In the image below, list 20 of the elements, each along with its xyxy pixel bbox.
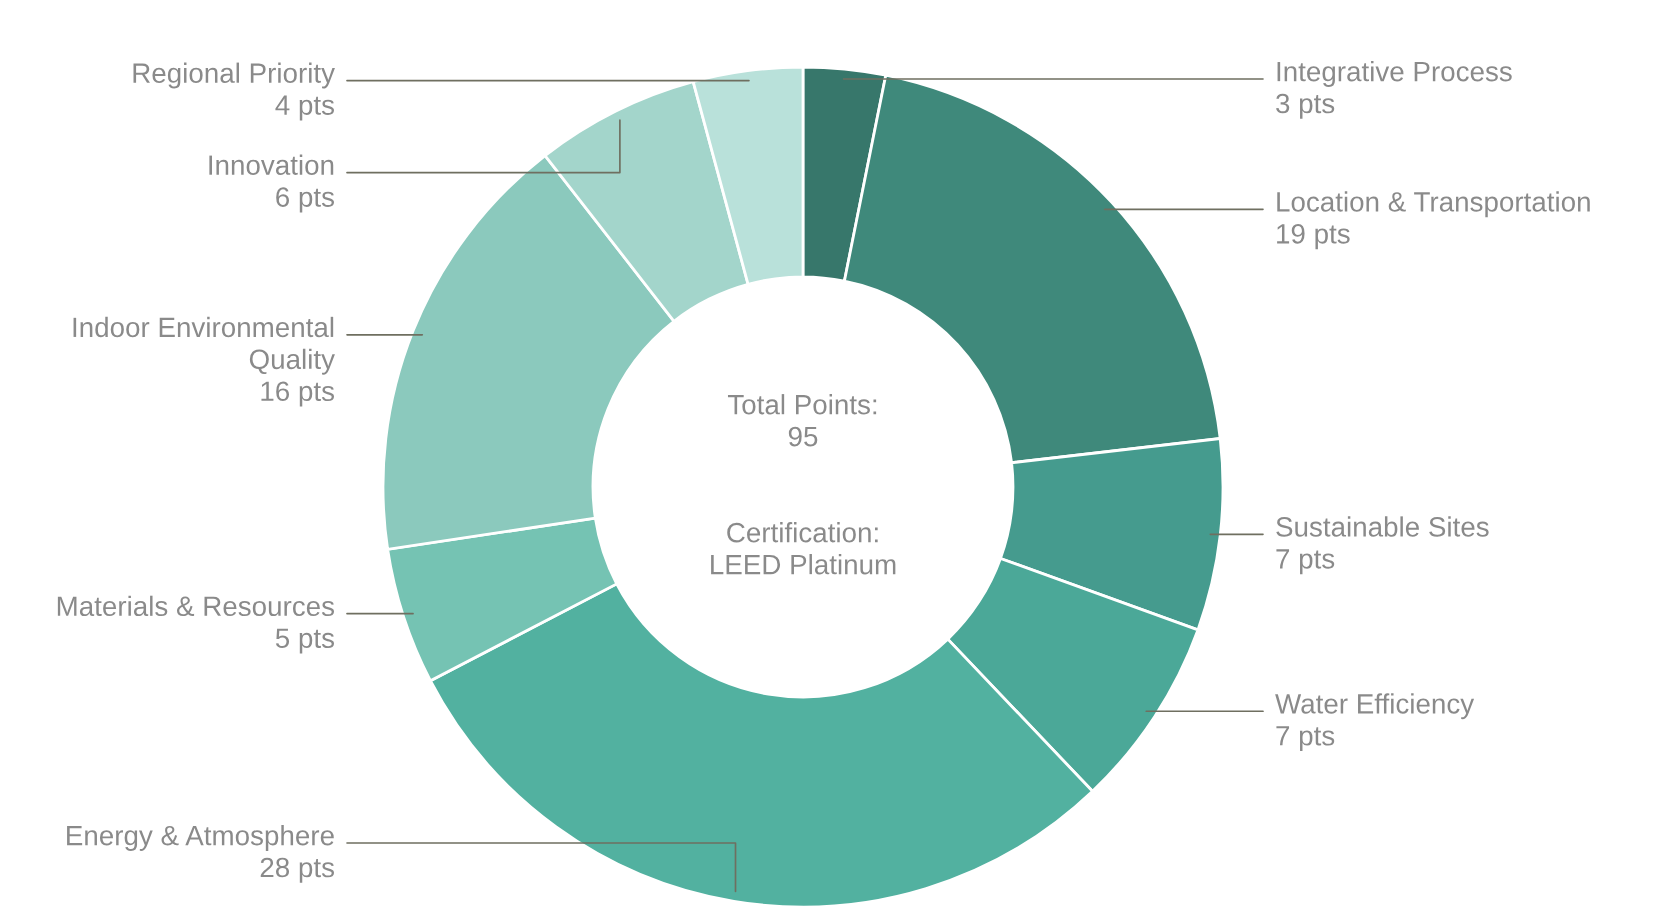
data-label: 19 pts [1277,223,1350,250]
text: Total Points: 95 [727,394,877,447]
slice-label: Integrative Process [1277,61,1512,87]
data-label: 16 pts [261,381,334,407]
slice-label: Regional Priority [133,62,335,89]
slice-label: Water Efficiency [1275,693,1475,720]
data-label: 4 pts [275,95,334,121]
text: Certification: LEED Platinum [711,522,896,575]
slice-label: Indoor Environmental Quality [73,316,335,375]
data-label: 7 pts [1276,549,1335,575]
data-label: 5 pts [275,628,334,654]
slice-label: Materials & Resources [57,595,335,617]
slice-label: Innovation [209,154,334,175]
data-label: 3 pts [1276,93,1335,119]
slice-label: Sustainable Sites [1276,516,1489,537]
data-label: 28 pts [260,857,334,883]
data-label: 6 pts [276,187,334,213]
slice-label: Energy & Atmosphere [67,825,334,851]
data-label: 7 pts [1276,726,1335,752]
slice-label: Location & Transportation [1277,191,1590,218]
